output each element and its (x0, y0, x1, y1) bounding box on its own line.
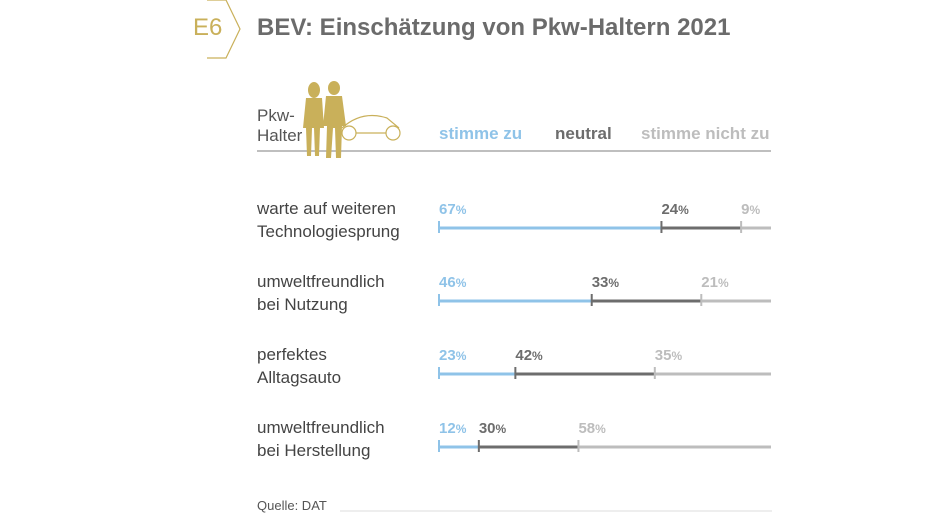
category-label: perfektes Alltagsauto (257, 343, 341, 389)
chart-title: BEV: Einschätzung von Pkw-Haltern 2021 (257, 14, 731, 41)
data-label-neutral: 33% (591, 274, 620, 291)
data-label-disagree: 58% (578, 420, 606, 437)
legend-disagree: stimme nicht zu (641, 124, 770, 143)
category-label-line: perfektes (257, 345, 327, 364)
chart-badge: E6 (193, 14, 223, 41)
data-label-agree: 67% (439, 201, 467, 218)
data-label-disagree: 9% (741, 201, 761, 218)
group-label: Pkw- Halter (257, 106, 302, 146)
people-car-icon (303, 81, 401, 158)
badge-chevron (207, 0, 241, 59)
legend-neutral: neutral (555, 124, 612, 143)
legend-agree: stimme zu (439, 124, 523, 143)
data-label-agree: 12% (439, 420, 467, 437)
category-label: umweltfreundlich bei Herstellung (257, 416, 385, 462)
group-label-line1: Pkw- (257, 106, 295, 125)
category-label-line: Alltagsauto (257, 368, 342, 387)
data-label-disagree: 35% (654, 347, 683, 364)
data-label-disagree: 21% (701, 274, 729, 291)
category-label: umweltfreundlich bei Nutzung (257, 270, 385, 316)
category-label-line: bei Nutzung (257, 295, 348, 314)
data-label-neutral: 42% (515, 347, 543, 364)
category-label-line: warte auf weiteren (257, 199, 396, 218)
data-label-neutral: 24% (661, 201, 689, 218)
category-label: warte auf weiteren Technologiesprung (257, 197, 400, 243)
data-label-agree: 23% (439, 347, 467, 364)
category-label-line: umweltfreundlich (257, 418, 385, 437)
data-label-agree: 46% (439, 274, 467, 291)
category-label-line: bei Herstellung (257, 441, 371, 460)
group-label-line2: Halter (257, 126, 303, 145)
category-label-line: Technologiesprung (257, 222, 400, 241)
source-note: Quelle: DAT (257, 498, 327, 513)
footer-rule (340, 510, 772, 512)
data-label-neutral: 30% (478, 420, 507, 437)
category-label-line: umweltfreundlich (257, 272, 385, 291)
